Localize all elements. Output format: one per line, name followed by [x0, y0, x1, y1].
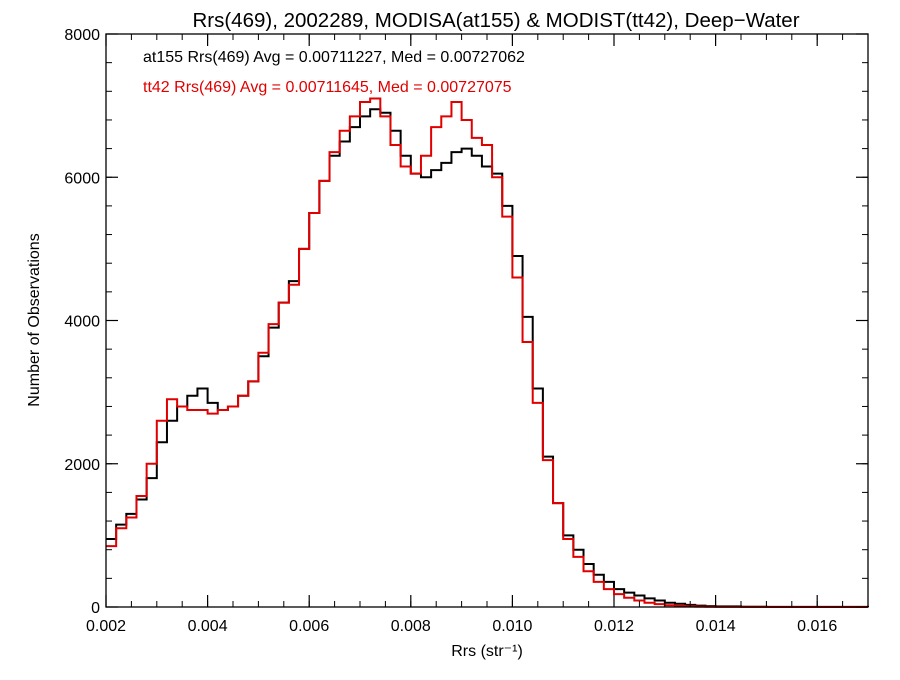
stats-annotation-at155: at155 Rrs(469) Avg = 0.00711227, Med = 0…	[143, 49, 525, 66]
stats-annotation-tt42: tt42 Rrs(469) Avg = 0.00711645, Med = 0.…	[143, 79, 512, 96]
x-tick-label: 0.004	[188, 618, 228, 635]
series-layer	[106, 97, 869, 608]
chart-title: Rrs(469), 2002289, MODISA(at155) & MODIS…	[192, 9, 799, 32]
plot-frame	[105, 33, 869, 608]
y-tick-label: 4000	[64, 314, 100, 331]
y-tick-label: 8000	[64, 27, 100, 44]
y-tick-label: 0	[91, 600, 100, 617]
x-tick-label: 0.010	[492, 618, 532, 635]
x-tick-label: 0.008	[391, 618, 431, 635]
series-line-1	[106, 97, 868, 608]
x-axis-label: Rrs (str⁻¹)	[451, 643, 523, 660]
x-tick-label: 0.012	[594, 618, 634, 635]
x-tick-label: 0.016	[797, 618, 837, 635]
x-tick-label: 0.002	[86, 618, 126, 635]
y-tick-label: 2000	[64, 457, 100, 474]
axes-layer: 0.002 0.004 0.006 0.008 0.010 0.012 0.014 0.016…	[64, 27, 869, 635]
x-tick-label: 0.014	[696, 618, 736, 635]
y-tick-label: 6000	[64, 170, 100, 187]
series-line-0	[106, 108, 869, 608]
x-tick-label: 0.006	[289, 618, 329, 635]
y-axis-label: Number of Observations	[26, 233, 43, 406]
